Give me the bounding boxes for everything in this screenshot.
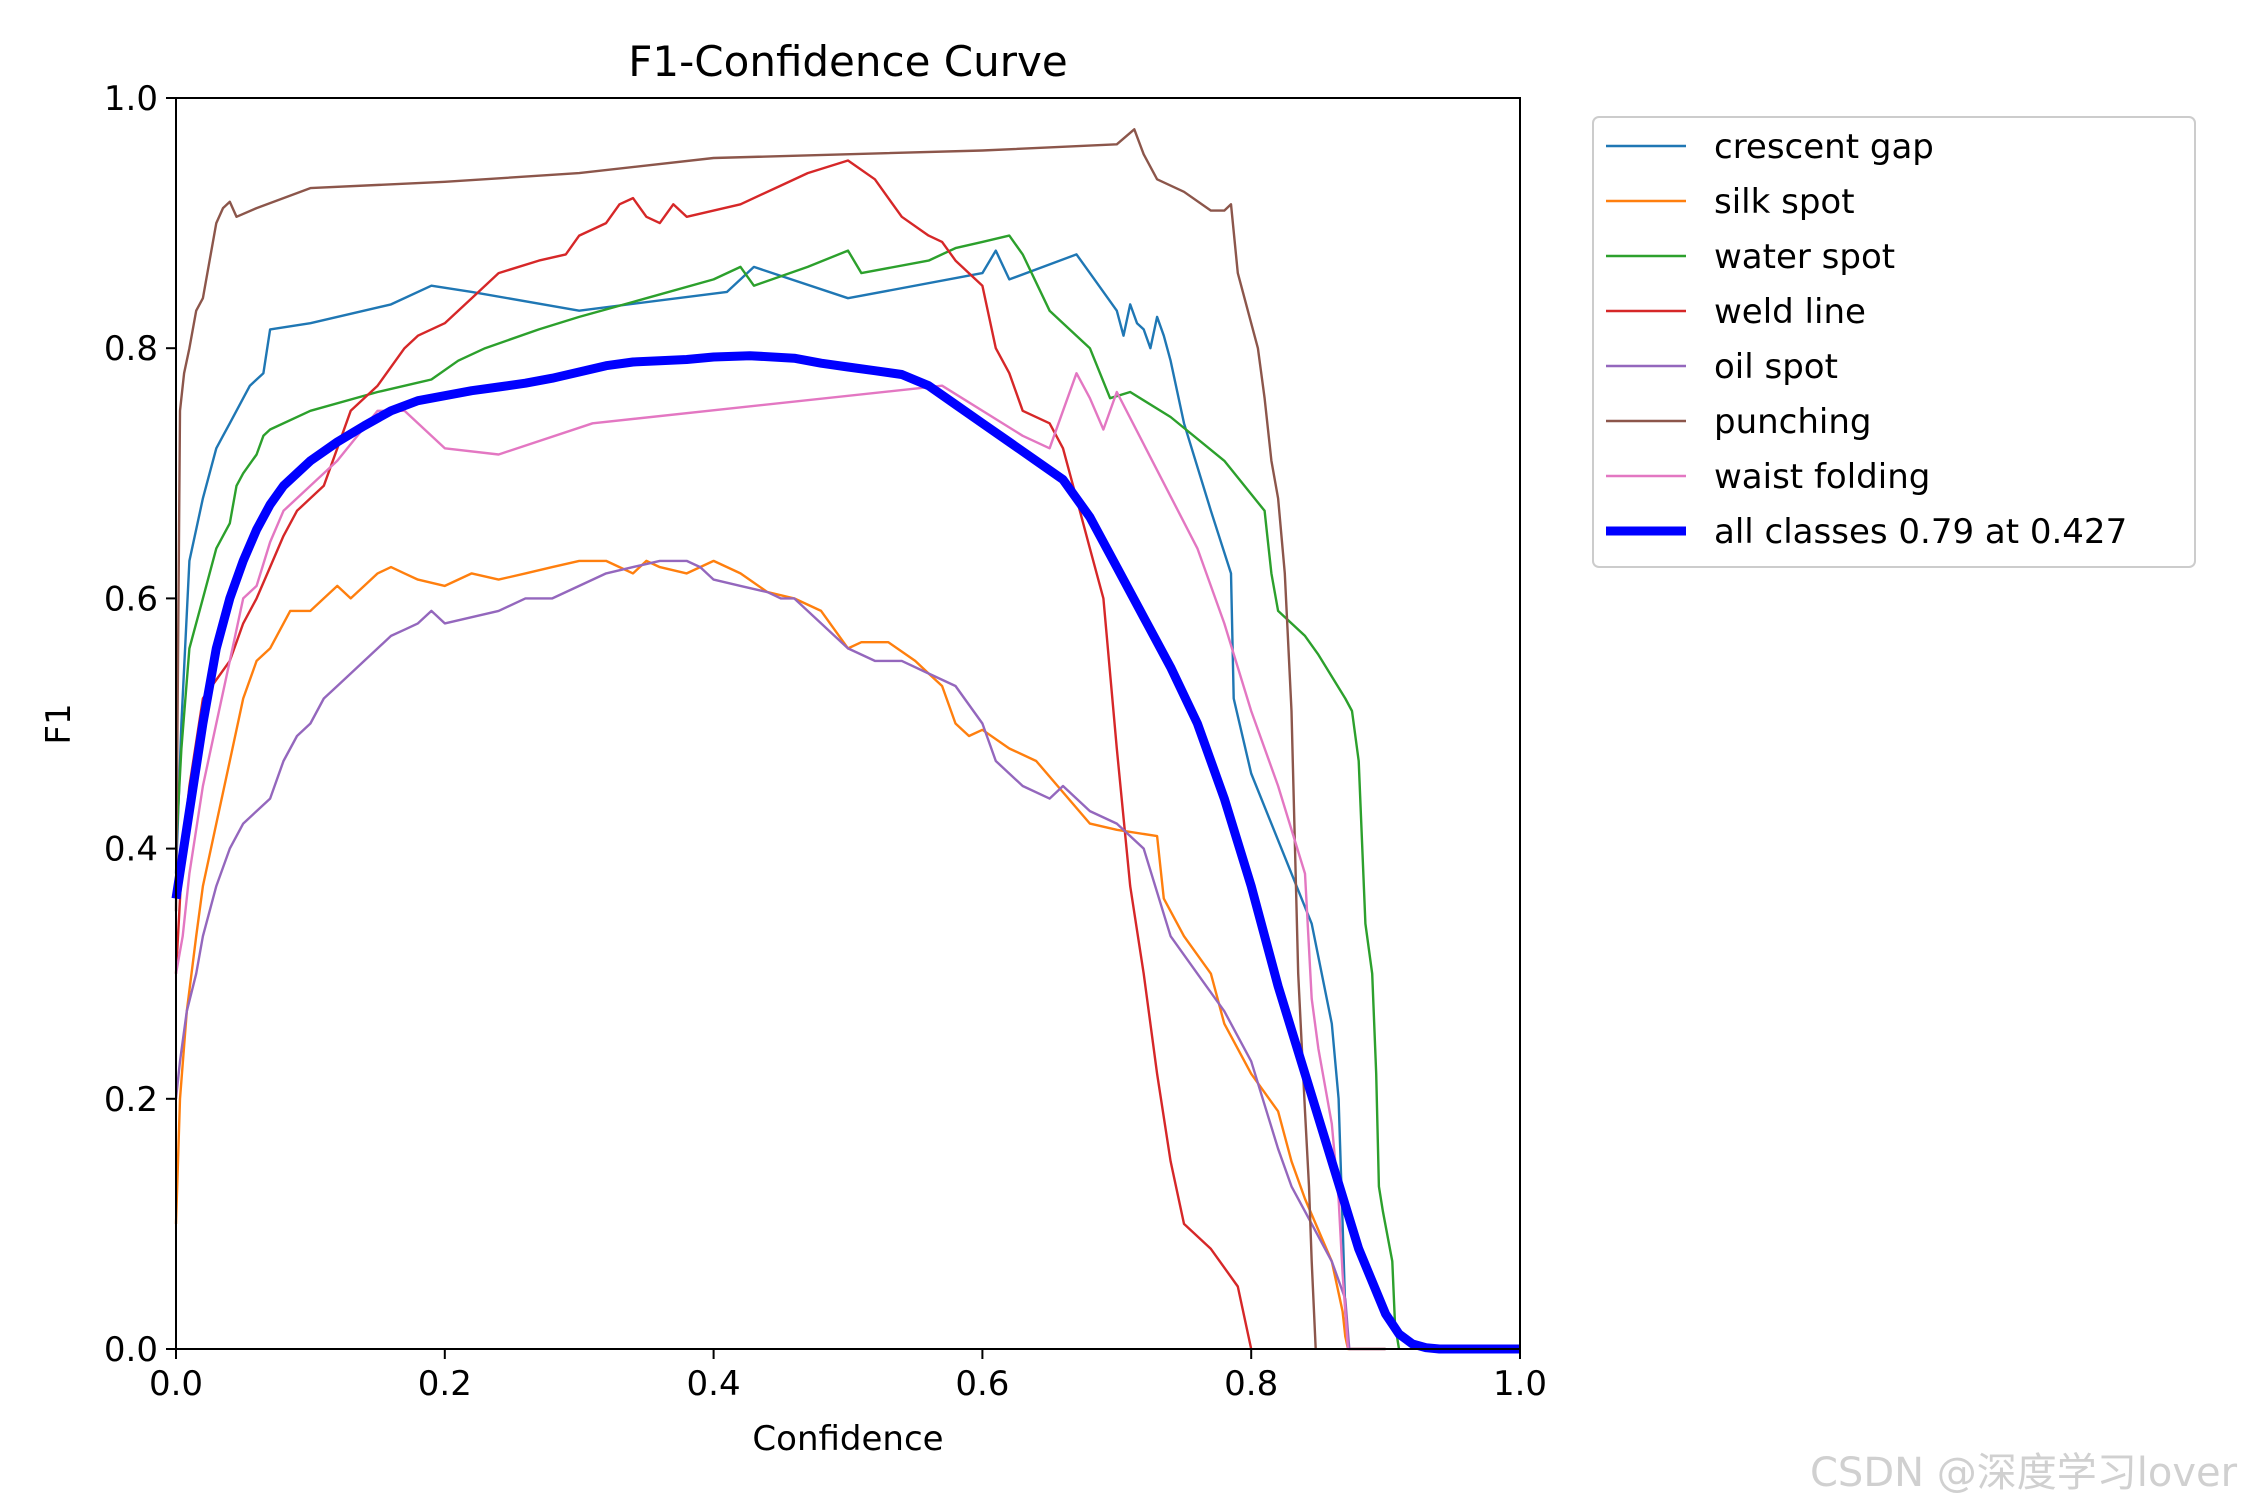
y-tick-label: 0.0 bbox=[104, 1330, 158, 1370]
y-axis: 0.0 0.2 0.4 0.6 0.8 1.0 bbox=[104, 79, 176, 1370]
legend-label: water spot bbox=[1714, 237, 1895, 277]
legend-label: crescent gap bbox=[1714, 127, 1934, 167]
y-tick-label: 0.2 bbox=[104, 1080, 158, 1120]
series-line-all-classes-0-79-at-0-427 bbox=[171, 351, 1520, 1354]
x-axis-label: Confidence bbox=[752, 1419, 943, 1459]
x-tick-label: 0.8 bbox=[1224, 1364, 1278, 1404]
y-tick-label: 1.0 bbox=[104, 79, 158, 119]
series-line-crescent-gap bbox=[174, 249, 1350, 1350]
x-axis: 0.0 0.2 0.4 0.6 0.8 1.0 bbox=[149, 1349, 1547, 1404]
x-tick-label: 0.4 bbox=[687, 1364, 741, 1404]
plot-frame bbox=[175, 97, 1521, 1350]
x-tick-label: 1.0 bbox=[1493, 1364, 1547, 1404]
series-line-weld-line bbox=[174, 159, 1253, 1350]
series-line-oil-spot bbox=[174, 559, 1386, 1351]
series-line-waist-folding bbox=[174, 372, 1350, 1350]
legend-label: all classes 0.79 at 0.427 bbox=[1714, 512, 2127, 552]
series-line-silk-spot bbox=[174, 559, 1386, 1351]
y-axis-label: F1 bbox=[39, 703, 79, 744]
legend-label: weld line bbox=[1714, 292, 1866, 332]
y-tick-label: 0.8 bbox=[104, 329, 158, 369]
plot-area bbox=[171, 128, 1520, 1354]
series-line-water-spot bbox=[174, 234, 1401, 1350]
legend-label: punching bbox=[1714, 402, 1872, 442]
watermark: CSDN @深度学习lover bbox=[1810, 1450, 2238, 1496]
legend-label: oil spot bbox=[1714, 347, 1838, 387]
legend-label: waist folding bbox=[1714, 457, 1930, 497]
x-tick-label: 0.0 bbox=[149, 1364, 203, 1404]
x-tick-label: 0.6 bbox=[955, 1364, 1009, 1404]
chart-title: F1-Confidence Curve bbox=[628, 37, 1067, 86]
legend-label: silk spot bbox=[1714, 182, 1855, 222]
y-tick-label: 0.4 bbox=[104, 830, 158, 870]
y-tick-label: 0.6 bbox=[104, 579, 158, 619]
legend: crescent gap silk spot water spot weld line… bbox=[1592, 116, 2196, 568]
legend-frame bbox=[1592, 116, 2196, 568]
x-tick-label: 0.2 bbox=[418, 1364, 472, 1404]
series-line-punching bbox=[174, 128, 1317, 1350]
